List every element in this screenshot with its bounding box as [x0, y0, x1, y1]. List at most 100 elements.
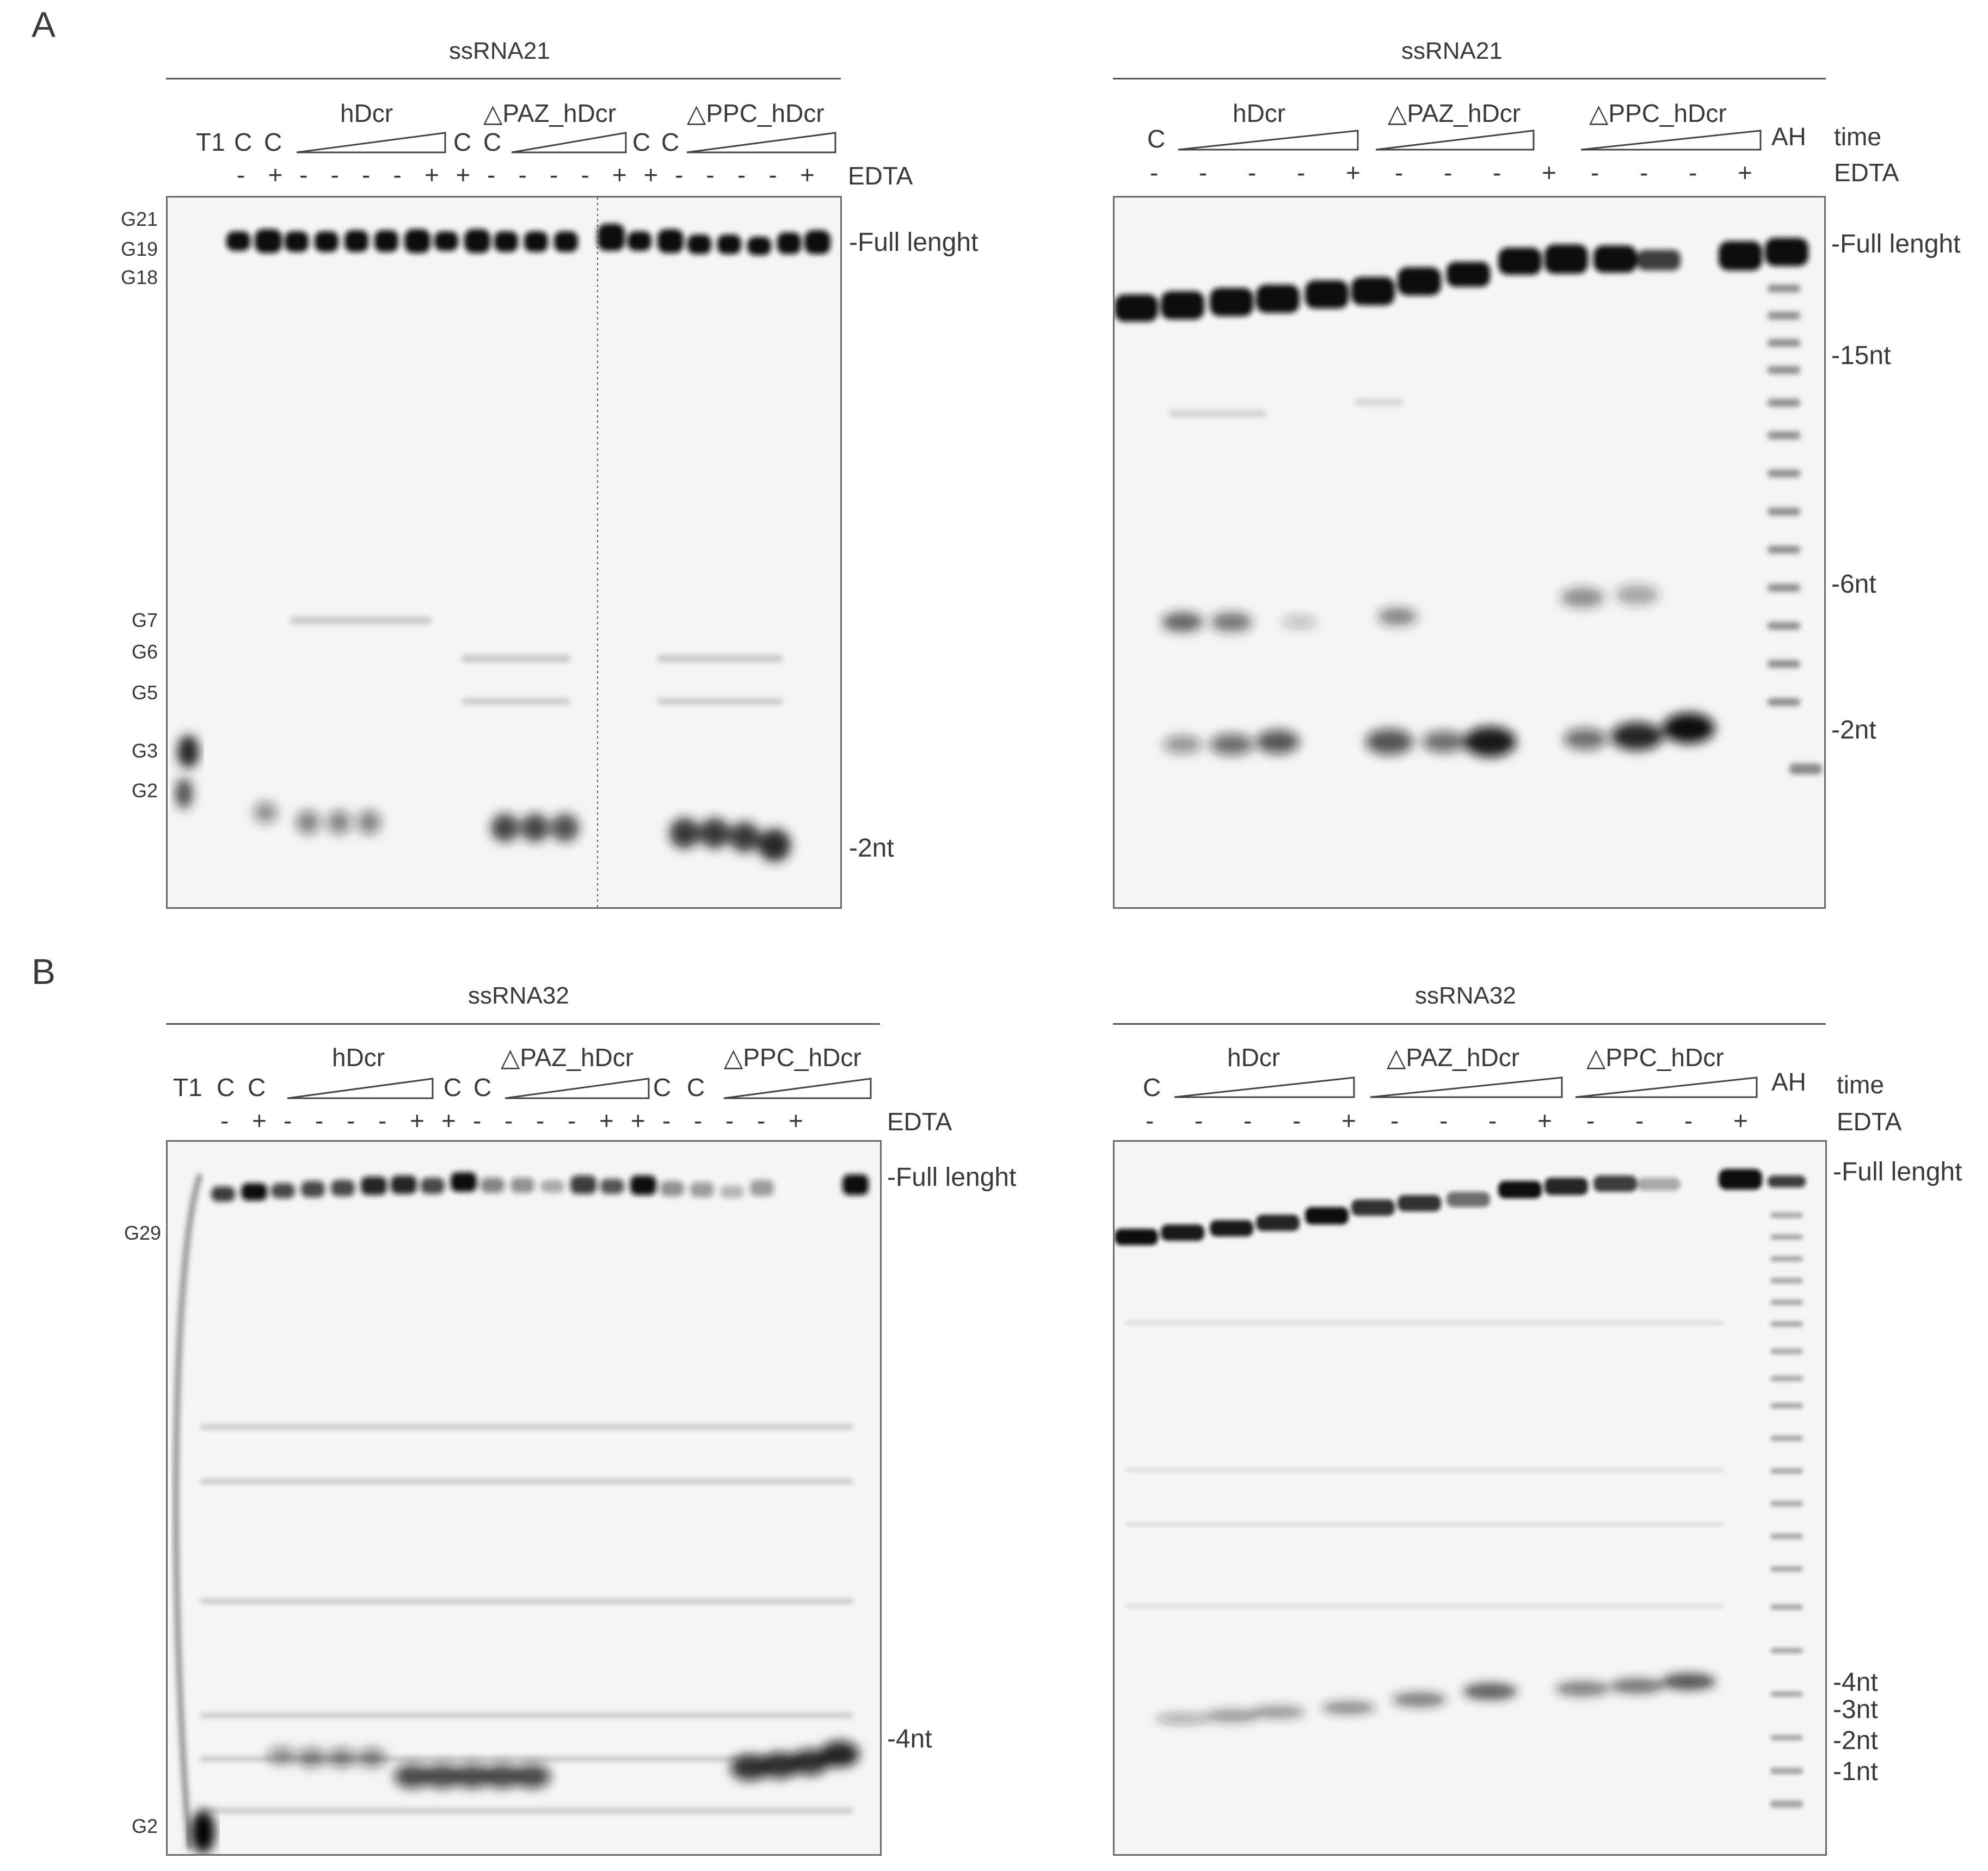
- a-right-edta-3: -: [1297, 158, 1306, 187]
- a-right-marker-full-length: -Full lenght: [1831, 230, 1961, 259]
- b-left-title-rule: [166, 1023, 880, 1025]
- a-left-group-dppc: △PPC_hDcr: [687, 99, 824, 127]
- panel-letter-a: A: [32, 4, 56, 45]
- b-right-marker-1nt: -1nt: [1833, 1757, 1878, 1786]
- b-left-lane-c5: C: [653, 1073, 672, 1101]
- a-left-marker-g6: G6: [132, 641, 158, 663]
- panel-letter-b: B: [32, 951, 56, 992]
- a-left-marker-full-length: -Full lenght: [849, 228, 978, 257]
- b-right-lane-c: C: [1143, 1073, 1161, 1101]
- b-right-edta-2: -: [1244, 1106, 1252, 1135]
- b-right-marker-2nt: -2nt: [1833, 1726, 1878, 1755]
- b-right-title-rule: [1113, 1023, 1826, 1025]
- b-right-edta-6: -: [1439, 1106, 1448, 1135]
- a-left-marker-g2: G2: [132, 779, 158, 802]
- b-right-title: ssRNA32: [1415, 982, 1516, 1009]
- b-left-lane-c3: C: [444, 1073, 462, 1101]
- b-left-gel-bands: [173, 1172, 869, 1854]
- b-left-edta-5: -: [378, 1106, 387, 1135]
- b-left-lane-c1: C: [217, 1073, 235, 1101]
- b-right-edta-label: EDTA: [1837, 1107, 1902, 1136]
- a-left-edta-18: +: [800, 161, 815, 189]
- a-right-edta-10: -: [1640, 158, 1648, 187]
- a-left-group-dpaz: △PAZ_hDcr: [483, 99, 617, 127]
- a-left-edta-11: -: [581, 161, 589, 189]
- a-right-edta-2: -: [1248, 158, 1257, 187]
- b-right-edta-4: +: [1341, 1106, 1356, 1135]
- b-right-gel-image: [1113, 1140, 1827, 1856]
- b-right-edta-5: -: [1390, 1106, 1399, 1135]
- a-right-edta-0: -: [1150, 158, 1159, 187]
- a-left-lane-c5: C: [632, 128, 651, 156]
- b-left-edta-11: -: [568, 1106, 576, 1135]
- a-right-marker-15nt: -15nt: [1831, 341, 1891, 370]
- a-left-edta-3: -: [330, 161, 339, 189]
- a-right-edta-9: -: [1591, 158, 1599, 187]
- a-left-edta-1: +: [268, 161, 283, 189]
- a-left-edta-0: -: [237, 161, 245, 189]
- b-left-edta-label: EDTA: [887, 1107, 952, 1136]
- b-right-group-dpaz: △PAZ_hDcr: [1387, 1043, 1520, 1072]
- b-left-marker-full-length: -Full lenght: [887, 1163, 1017, 1192]
- b-right-edta-7: -: [1488, 1106, 1497, 1135]
- a-right-edta-8: +: [1542, 158, 1556, 187]
- b-right-lane-ah: AH: [1771, 1068, 1806, 1096]
- b-left-edta-8: -: [473, 1106, 482, 1135]
- b-right-edta-0: -: [1146, 1106, 1154, 1135]
- a-right-lane-ah: AH: [1771, 122, 1806, 151]
- a-left-lane-c3: C: [453, 128, 472, 156]
- b-left-edta-1: +: [252, 1106, 267, 1135]
- b-left-lane-c6: C: [687, 1073, 705, 1101]
- a-left-edta-17: -: [768, 161, 777, 189]
- a-left-group-hdcr: hDcr: [340, 99, 393, 127]
- b-left-lane-t1: T1: [173, 1073, 202, 1101]
- b-left-lane-c2: C: [248, 1073, 266, 1101]
- a-right-edta-11: -: [1689, 158, 1697, 187]
- a-left-lane-c1: C: [234, 128, 253, 156]
- b-left-gel-image: [166, 1140, 882, 1856]
- a-left-edta-5: -: [393, 161, 402, 189]
- b-right-marker-3nt: -3nt: [1833, 1695, 1878, 1724]
- a-left-marker-g19: G19: [121, 238, 158, 260]
- a-right-edta-6: -: [1444, 158, 1452, 187]
- a-right-gel-bands: [1115, 238, 1822, 774]
- b-right-edta-1: -: [1195, 1106, 1203, 1135]
- b-left-edta-12: +: [599, 1106, 614, 1135]
- b-left-edta-0: -: [220, 1106, 229, 1135]
- a-left-edta-15: -: [706, 161, 715, 189]
- b-left-group-dppc: △PPC_hDcr: [724, 1043, 861, 1072]
- b-left-edta-3: -: [315, 1106, 324, 1135]
- a-left-gel-bands: [175, 198, 830, 907]
- b-right-marker-4nt: -4nt: [1833, 1668, 1878, 1697]
- a-left-edta-12: +: [612, 161, 627, 189]
- b-left-title: ssRNA32: [468, 982, 569, 1009]
- b-right-group-dppc: △PPC_hDcr: [1586, 1043, 1724, 1072]
- a-right-time-label: time: [1834, 122, 1881, 151]
- b-right-group-hdcr: hDcr: [1227, 1043, 1281, 1072]
- a-left-edta-2: -: [299, 161, 308, 189]
- a-left-lane-c4: C: [483, 128, 502, 156]
- a-left-edta-14: -: [675, 161, 684, 189]
- a-left-marker-g7: G7: [132, 609, 158, 631]
- b-right-edta-11: -: [1684, 1106, 1693, 1135]
- a-right-group-hdcr: hDcr: [1233, 99, 1286, 127]
- a-left-lane-c2: C: [264, 128, 282, 156]
- a-right-group-dppc: △PPC_hDcr: [1589, 99, 1727, 127]
- a-right-marker-2nt: -2nt: [1831, 716, 1876, 744]
- b-left-edta-15: -: [694, 1106, 703, 1135]
- b-left-edta-17: -: [757, 1106, 766, 1135]
- a-left-edta-label: EDTA: [848, 162, 913, 190]
- b-right-gel-bands: [1115, 1169, 1806, 1808]
- b-left-marker-g29: G29: [124, 1222, 162, 1244]
- b-left-marker-4nt: -4nt: [887, 1725, 932, 1753]
- a-right-title: ssRNA21: [1401, 38, 1503, 64]
- b-left-edta-14: -: [662, 1106, 671, 1135]
- a-right-title-rule: [1113, 78, 1826, 79]
- b-left-group-dpaz: △PAZ_hDcr: [501, 1043, 634, 1072]
- a-left-marker-g3: G3: [132, 740, 158, 762]
- a-right-edta-7: -: [1493, 158, 1501, 187]
- b-right-edta-8: +: [1537, 1106, 1552, 1135]
- b-left-edta-16: -: [725, 1106, 734, 1135]
- b-left-edta-4: -: [347, 1106, 355, 1135]
